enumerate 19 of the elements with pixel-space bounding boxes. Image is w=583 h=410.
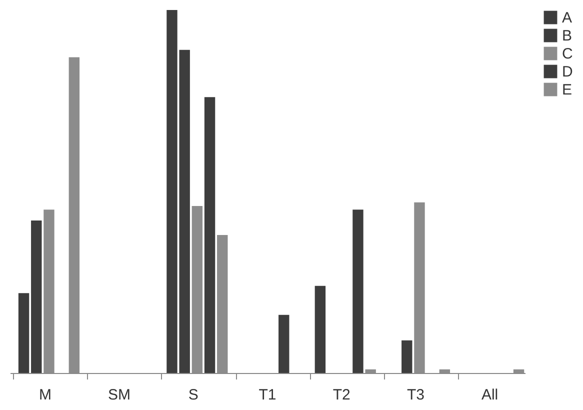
x-tick-label: T3: [406, 386, 424, 404]
bar: [18, 293, 30, 373]
bar: [314, 286, 326, 373]
legend-label: D: [562, 64, 573, 80]
bar: [402, 340, 412, 373]
x-tick-label: SM: [108, 386, 131, 404]
legend-label: E: [562, 82, 572, 98]
x-tick-label: M: [38, 386, 52, 404]
bar: [278, 314, 290, 373]
bar: [204, 97, 216, 373]
x-tick-label: S: [188, 386, 198, 404]
bar: [31, 220, 42, 373]
legend-label: C: [562, 46, 573, 62]
x-tick-label: All: [481, 386, 498, 404]
x-tick-label: T1: [258, 386, 276, 404]
legend-label: A: [562, 10, 572, 26]
legend-label: B: [562, 28, 572, 44]
x-tick-label: T2: [332, 386, 350, 404]
bar: [352, 210, 364, 373]
